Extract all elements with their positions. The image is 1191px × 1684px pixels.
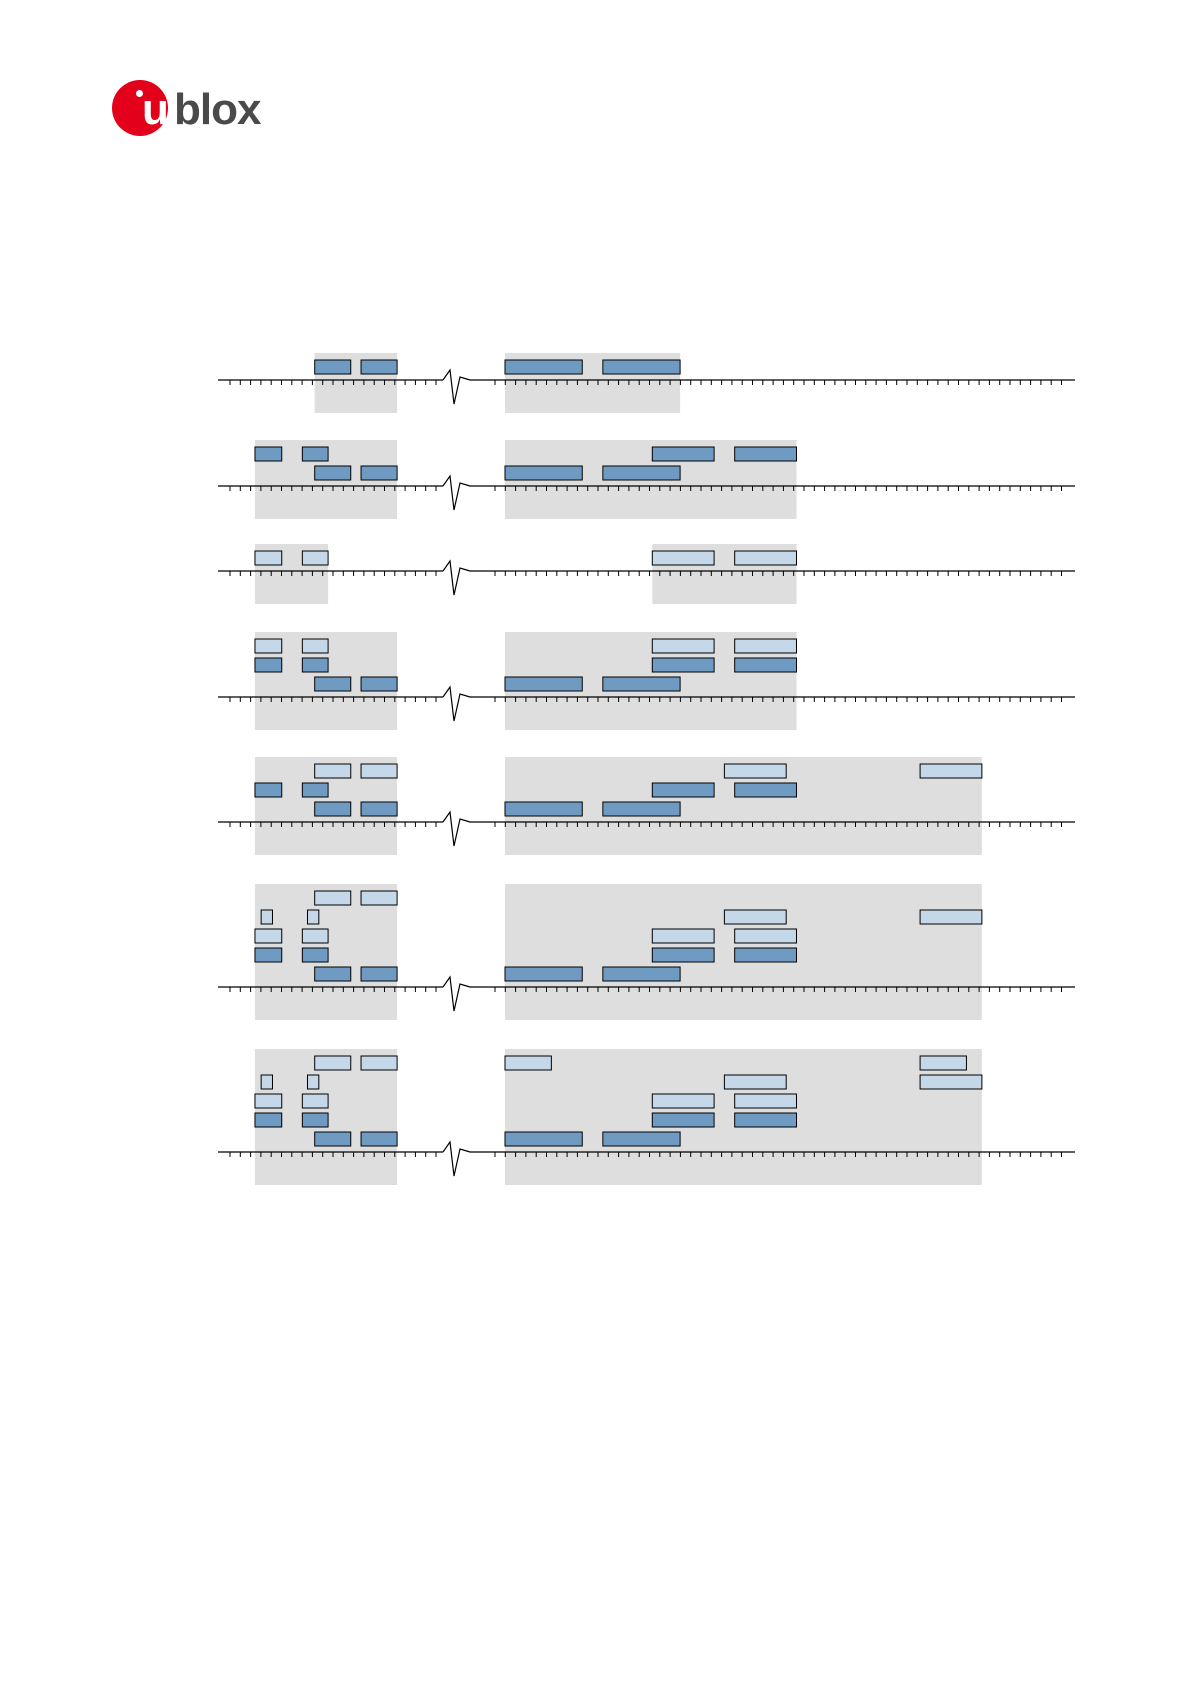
data-block-light xyxy=(723,763,787,779)
data-block-dark xyxy=(301,446,329,462)
data-block-dark xyxy=(360,359,398,375)
data-block-light xyxy=(306,1074,320,1090)
data-block-light xyxy=(734,1093,797,1109)
axis-break-symbol xyxy=(442,975,471,1012)
data-block-dark xyxy=(602,359,681,375)
data-block-dark xyxy=(314,359,352,375)
data-block-light xyxy=(314,890,352,906)
logo-red-circle xyxy=(112,80,168,136)
data-block-light xyxy=(919,1055,967,1071)
logo-dot xyxy=(136,90,143,97)
data-block-dark xyxy=(314,1131,352,1147)
data-block-dark xyxy=(504,1131,583,1147)
data-block-dark xyxy=(734,1112,797,1128)
data-block-light xyxy=(314,763,352,779)
axis-break-symbol xyxy=(442,559,471,596)
data-block-light xyxy=(301,1093,329,1109)
ublox-logo: u blox xyxy=(112,80,272,140)
logo-letter-u: u xyxy=(142,85,169,134)
data-block-light xyxy=(301,928,329,944)
data-block-dark xyxy=(651,446,715,462)
data-block-light xyxy=(254,638,283,654)
data-block-light xyxy=(301,638,329,654)
data-block-dark xyxy=(314,465,352,481)
data-block-dark xyxy=(504,801,583,817)
data-block-dark xyxy=(254,446,283,462)
axis-break-symbol xyxy=(442,1140,471,1177)
data-block-light xyxy=(306,909,320,925)
data-block-dark xyxy=(602,676,681,692)
data-block-dark xyxy=(734,782,797,798)
data-block-light xyxy=(314,1055,352,1071)
data-block-dark xyxy=(651,947,715,963)
data-block-dark xyxy=(651,657,715,673)
data-block-dark xyxy=(602,801,681,817)
data-block-dark xyxy=(504,465,583,481)
data-block-dark xyxy=(360,966,398,982)
data-block-dark xyxy=(314,676,352,692)
data-block-light xyxy=(254,928,283,944)
data-block-dark xyxy=(734,446,797,462)
data-block-light xyxy=(260,909,273,925)
data-block-dark xyxy=(301,782,329,798)
data-block-dark xyxy=(651,1112,715,1128)
data-block-dark xyxy=(602,966,681,982)
data-block-dark xyxy=(734,657,797,673)
data-block-light xyxy=(254,1093,283,1109)
data-block-light xyxy=(360,1055,398,1071)
data-block-light xyxy=(734,928,797,944)
axis-break-symbol xyxy=(442,368,471,405)
data-block-light xyxy=(651,1093,715,1109)
data-block-dark xyxy=(504,359,583,375)
data-block-light xyxy=(360,763,398,779)
data-block-dark xyxy=(360,676,398,692)
data-block-dark xyxy=(651,782,715,798)
data-block-dark xyxy=(360,801,398,817)
data-block-light xyxy=(260,1074,273,1090)
data-block-dark xyxy=(504,676,583,692)
data-block-dark xyxy=(254,657,283,673)
axis-break-symbol xyxy=(442,474,471,511)
data-block-light xyxy=(734,550,797,566)
data-block-light xyxy=(723,1074,787,1090)
data-block-light xyxy=(734,638,797,654)
data-block-light xyxy=(919,1074,983,1090)
data-block-light xyxy=(919,763,983,779)
data-block-light xyxy=(360,890,398,906)
data-block-light xyxy=(919,909,983,925)
data-block-dark xyxy=(360,1131,398,1147)
data-block-light xyxy=(504,1055,552,1071)
axis-break-symbol xyxy=(442,810,471,847)
data-block-light xyxy=(301,550,329,566)
data-block-dark xyxy=(254,1112,283,1128)
data-block-light xyxy=(651,928,715,944)
data-block-dark xyxy=(602,465,681,481)
data-block-dark xyxy=(254,947,283,963)
data-block-light xyxy=(651,638,715,654)
data-block-light xyxy=(651,550,715,566)
data-block-dark xyxy=(254,782,283,798)
data-block-dark xyxy=(314,801,352,817)
data-block-dark xyxy=(301,657,329,673)
data-block-dark xyxy=(360,465,398,481)
data-block-dark xyxy=(314,966,352,982)
data-block-light xyxy=(723,909,787,925)
data-block-dark xyxy=(602,1131,681,1147)
data-block-dark xyxy=(504,966,583,982)
data-block-light xyxy=(254,550,283,566)
logo-wordmark: blox xyxy=(174,85,261,134)
data-block-dark xyxy=(301,947,329,963)
data-block-dark xyxy=(301,1112,329,1128)
axis-break-symbol xyxy=(442,685,471,722)
data-block-dark xyxy=(734,947,797,963)
